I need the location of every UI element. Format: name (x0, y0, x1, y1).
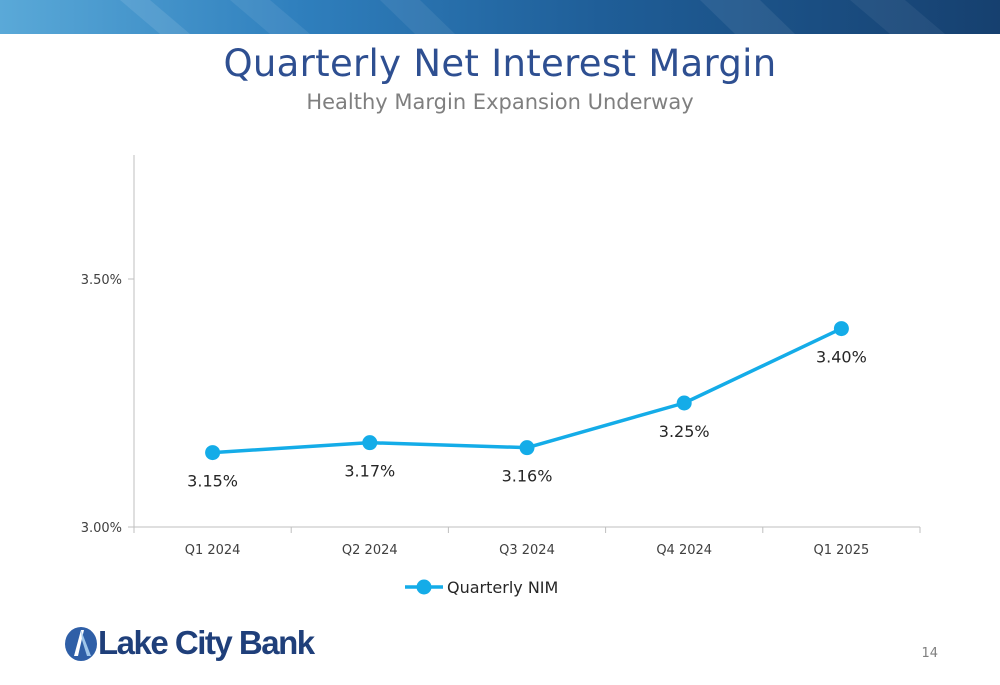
banner-stripes (120, 0, 945, 34)
data-label: 3.17% (344, 462, 395, 481)
data-label: 3.25% (659, 422, 710, 441)
y-tick-label: 3.50% (81, 273, 122, 288)
data-label: 3.16% (502, 467, 553, 486)
x-tick-label: Q3 2024 (499, 543, 555, 558)
series-line-quarterly-nim (212, 327, 843, 455)
data-point (676, 395, 692, 411)
page-subtitle: Healthy Margin Expansion Underway (306, 90, 694, 114)
data-label: 3.40% (816, 348, 867, 367)
x-tick-label: Q2 2024 (342, 543, 398, 558)
lake-city-bank-logo: Lake City Bank (64, 622, 315, 666)
x-tick-label: Q1 2024 (185, 543, 241, 558)
data-point (833, 321, 849, 337)
page-title: Quarterly Net Interest Margin (223, 42, 777, 85)
top-banner (0, 0, 1000, 34)
data-point (362, 435, 378, 451)
legend-marker (416, 579, 432, 595)
page-number: 14 (921, 646, 938, 661)
logo-text: Lake City Bank (98, 624, 315, 661)
data-label: 3.15% (187, 472, 238, 491)
x-tick-label: Q4 2024 (656, 543, 712, 558)
logo-mark-icon (65, 627, 97, 661)
data-point (205, 445, 221, 461)
x-tick-label: Q1 2025 (814, 543, 870, 558)
y-tick-label: 3.00% (81, 521, 122, 536)
legend-label: Quarterly NIM (447, 578, 558, 597)
data-point (519, 440, 535, 456)
